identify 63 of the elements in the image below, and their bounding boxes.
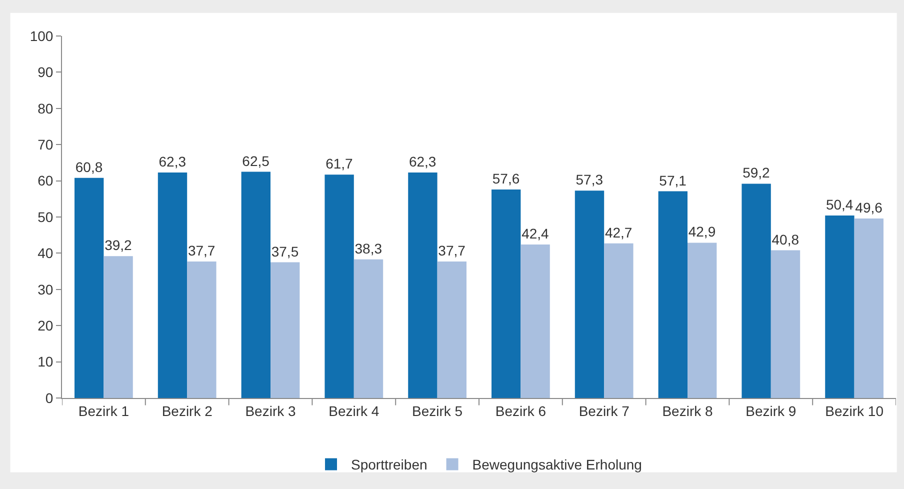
y-tick-label: 100: [30, 28, 54, 44]
x-tick-label: Bezirk 6: [495, 402, 546, 419]
x-tick-label: Bezirk 9: [746, 402, 796, 419]
data-label: 62,3: [158, 153, 186, 170]
bar: [742, 184, 771, 398]
bar: [324, 174, 354, 398]
data-label: 42,9: [688, 224, 716, 240]
bar: [492, 189, 521, 398]
bar: [658, 191, 688, 398]
data-label: 57,6: [492, 170, 520, 186]
bar: [770, 250, 800, 398]
bar: [74, 178, 104, 398]
bar: [270, 262, 300, 398]
bar: [104, 256, 133, 398]
legend-label: Sporttreiben: [351, 456, 428, 473]
y-tick-label: 0: [45, 390, 54, 406]
y-tick-label: 10: [38, 354, 54, 370]
y-tick-label: 90: [38, 64, 54, 80]
y-tick-label: 60: [38, 172, 54, 189]
legend-label: Bewegungsaktive Erholung: [472, 456, 642, 473]
bar: [688, 242, 717, 398]
x-tick-label: Bezirk 4: [328, 402, 380, 419]
bar: [408, 172, 438, 398]
x-tick-label: Bezirk 10: [825, 402, 884, 419]
x-tick-label: Bezirk 3: [245, 402, 296, 419]
y-tick-label: 20: [38, 318, 54, 334]
y-tick-label: 70: [38, 136, 54, 152]
data-label: 60,8: [75, 158, 103, 175]
bar: [825, 216, 854, 398]
data-label: 39,2: [104, 237, 132, 254]
data-label: 59,2: [742, 164, 770, 181]
bar: [354, 259, 384, 398]
y-tick-label: 80: [38, 100, 54, 116]
bar: [574, 190, 604, 398]
data-label: 42,4: [522, 226, 550, 242]
bar: [437, 262, 466, 398]
x-tick-label: Bezirk 1: [78, 402, 130, 419]
data-label: 50,4: [826, 196, 854, 213]
data-label: 37,7: [188, 242, 216, 259]
bar: [187, 262, 216, 398]
data-label: 62,3: [408, 153, 436, 170]
data-label: 38,3: [354, 240, 382, 256]
data-label: 40,8: [772, 231, 800, 248]
y-tick-label: 40: [38, 245, 54, 262]
data-label: 42,7: [604, 224, 632, 240]
y-tick-label: 30: [38, 281, 54, 298]
data-label: 57,1: [659, 172, 687, 188]
x-tick-label: Bezirk 2: [162, 402, 213, 419]
data-label: 62,5: [242, 152, 270, 169]
data-label: 37,7: [438, 242, 466, 259]
bar: [158, 172, 188, 398]
y-tick-label: 50: [38, 208, 54, 225]
bar: [241, 172, 270, 398]
x-tick-label: Bezirk 8: [662, 402, 713, 419]
data-label: 57,3: [576, 172, 604, 188]
x-tick-label: Bezirk 7: [578, 402, 630, 419]
data-label: 61,7: [326, 156, 354, 172]
bar: [520, 244, 550, 398]
data-label: 49,6: [855, 199, 883, 216]
bar: [604, 243, 634, 398]
x-tick-label: Bezirk 5: [412, 402, 463, 419]
bar: [854, 218, 884, 398]
data-label: 37,5: [271, 243, 299, 260]
